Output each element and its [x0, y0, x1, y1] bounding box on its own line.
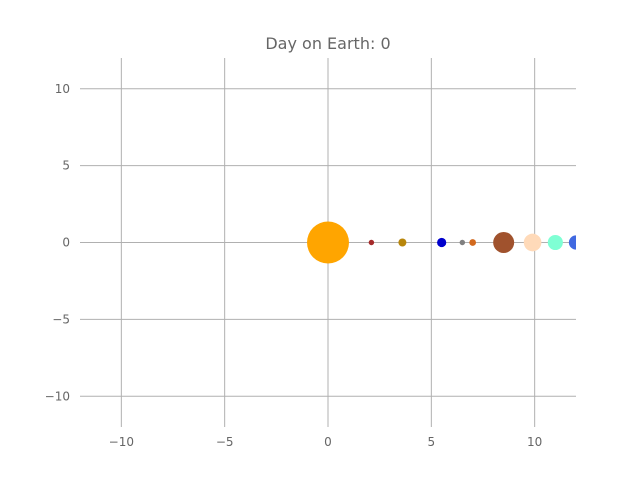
x-axis: −10 −5 0 5 10	[109, 435, 543, 449]
x-tick-label: −5	[216, 435, 234, 449]
x-tick-label: 0	[324, 435, 332, 449]
planet-point	[398, 238, 407, 247]
planet-point	[307, 221, 349, 264]
x-tick-label: 10	[527, 435, 542, 449]
data-points	[307, 221, 576, 264]
planet-point	[437, 237, 447, 248]
planet-point	[469, 239, 477, 246]
planet-point	[568, 235, 576, 250]
y-tick-label: 0	[62, 236, 70, 250]
y-tick-label: 10	[55, 82, 70, 96]
y-tick-label: 5	[62, 159, 70, 173]
y-tick-label: −10	[45, 389, 70, 403]
y-axis: 10 5 0 −5 −10	[45, 82, 70, 404]
chart-title: Day on Earth: 0	[265, 34, 390, 53]
planet-point	[368, 239, 375, 246]
planet-point	[547, 234, 563, 251]
planet-point	[493, 232, 515, 253]
x-tick-label: −10	[109, 435, 134, 449]
x-tick-label: 5	[428, 435, 436, 449]
y-tick-label: −5	[52, 312, 70, 326]
planet-point	[459, 239, 466, 246]
planet-point	[523, 233, 542, 252]
